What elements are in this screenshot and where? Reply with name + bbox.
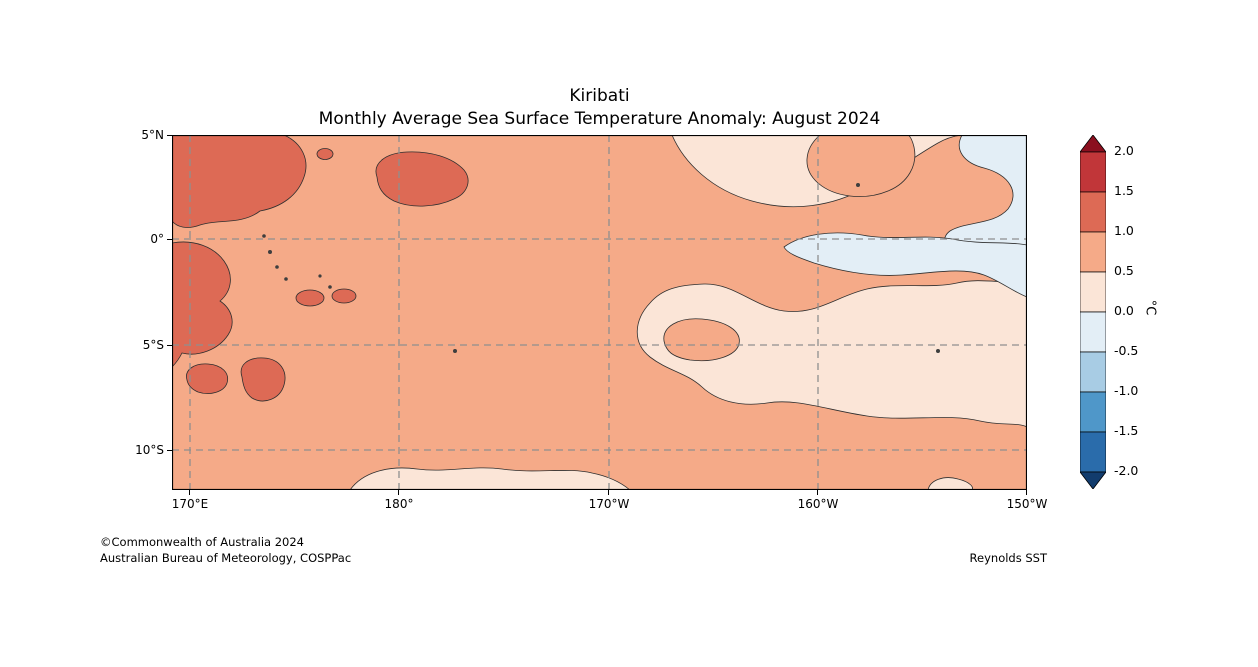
colorbar-tick-label: 1.5 <box>1114 183 1134 198</box>
x-tickmark <box>398 490 399 495</box>
colorbar-tick-label: 1.0 <box>1114 223 1134 238</box>
x-tick-label: 170°W <box>588 497 630 511</box>
colorbar-unit-label: °C <box>1142 299 1158 316</box>
y-tick-label: 10°S <box>135 443 164 457</box>
x-tickmark <box>1026 490 1027 495</box>
x-tick-label: 180° <box>384 497 414 511</box>
footer-copyright: ©Commonwealth of Australia 2024 <box>100 535 305 549</box>
gridlines <box>172 135 1027 490</box>
x-tick-label: 170°E <box>171 497 209 511</box>
colorbar-svg <box>1079 134 1107 490</box>
y-tickmark <box>167 450 172 451</box>
colorbar-tick-label: -1.5 <box>1114 423 1139 438</box>
plot-area <box>171 134 1028 491</box>
colorbar-tick-label: 0.5 <box>1114 263 1134 278</box>
x-tickmark <box>817 490 818 495</box>
colorbar-tick-label: -0.5 <box>1114 343 1139 358</box>
sst-anomaly-map <box>171 134 1028 491</box>
chart-title: Kiribati <box>569 86 630 106</box>
x-tickmark <box>189 490 190 495</box>
footer-agency: Australian Bureau of Meteorology, COSPPa… <box>100 551 352 565</box>
colorbar-tick-label: -2.0 <box>1114 463 1139 478</box>
footer-source: Reynolds SST <box>969 551 1047 565</box>
x-tick-label: 150°W <box>1006 497 1048 511</box>
chart-subtitle: Monthly Average Sea Surface Temperature … <box>318 109 881 129</box>
colorbar: 2.0 1.5 1.0 0.5 0.0 -0.5 -1.0 -1.5 -2.0 <box>1079 134 1170 490</box>
y-tick-label: 5°S <box>142 338 164 352</box>
colorbar-tick-label: 2.0 <box>1114 143 1134 158</box>
x-tickmark <box>608 490 609 495</box>
y-tick-label: 0° <box>150 232 164 246</box>
y-tick-label: 5°N <box>141 128 164 142</box>
map-frame <box>171 134 1028 491</box>
island-specks <box>262 183 940 353</box>
x-tick-label: 160°W <box>797 497 839 511</box>
y-tickmark <box>167 135 172 136</box>
colorbar-tick-label: 0.0 <box>1114 303 1134 318</box>
y-tickmark <box>167 345 172 346</box>
colorbar-tick-label: -1.0 <box>1114 383 1139 398</box>
anomaly-regions-neg0p5-to-0 <box>783 134 1028 298</box>
y-tickmark <box>167 239 172 240</box>
anomaly-islands-0p5-to-1 <box>663 134 916 362</box>
